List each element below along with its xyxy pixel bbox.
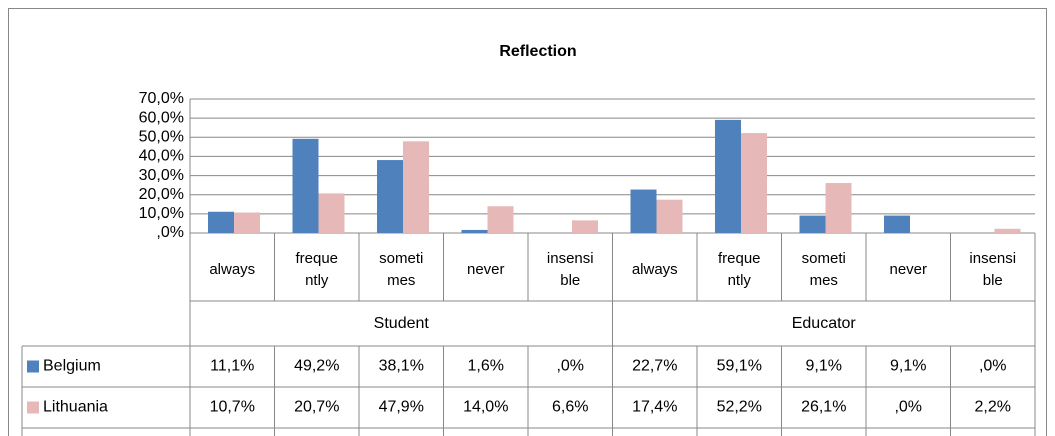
bar	[461, 229, 488, 233]
bar	[377, 160, 403, 233]
data-label: 20,7%	[294, 399, 339, 416]
x-tick-label: sometimes	[379, 250, 424, 289]
bar	[572, 220, 598, 233]
group-label: Student	[374, 315, 430, 332]
x-tick-label-box: frequently	[295, 250, 339, 289]
x-tick-label: insensible	[546, 250, 594, 289]
data-label: 59,1%	[717, 358, 762, 375]
bar	[487, 206, 514, 233]
y-tick-label: 60,0%	[139, 109, 184, 126]
data-label: 9,1%	[806, 358, 842, 375]
chart-title: Reflection	[499, 43, 576, 60]
bar	[208, 211, 234, 233]
bar	[403, 141, 429, 233]
data-label: 52,2%	[717, 399, 762, 416]
x-tick-label-box: never	[889, 261, 928, 278]
x-tick-label-box: insensible	[969, 250, 1017, 289]
data-label: 49,2%	[294, 358, 339, 375]
data-label: 14,0%	[463, 399, 508, 416]
y-tick-label: 10,0%	[139, 205, 184, 222]
bar	[656, 199, 683, 233]
x-tick-label-box: sometimes	[801, 250, 846, 289]
bar	[234, 212, 260, 233]
bar	[715, 119, 741, 233]
legend-label: Lithuania	[43, 399, 108, 416]
x-tick-label: always	[631, 261, 678, 278]
x-tick-label: sometimes	[801, 250, 846, 289]
x-tick-label: never	[889, 261, 928, 278]
bar	[799, 215, 826, 233]
bar	[630, 189, 657, 233]
data-label: 22,7%	[632, 358, 677, 375]
data-label: 6,6%	[552, 399, 588, 416]
data-label: 10,7%	[210, 399, 255, 416]
data-label: 47,9%	[379, 399, 424, 416]
data-label: ,0%	[894, 399, 922, 416]
bar	[741, 133, 767, 233]
x-tick-label: never	[466, 261, 505, 278]
y-tick-label: 70,0%	[139, 90, 184, 107]
bar	[318, 193, 345, 233]
data-label: ,0%	[979, 358, 1007, 375]
legend-key	[27, 360, 39, 373]
x-tick-label-box: always	[631, 261, 678, 278]
x-tick-label: frequently	[295, 250, 339, 289]
data-label: 17,4%	[632, 399, 677, 416]
data-label: 1,6%	[468, 358, 504, 375]
x-tick-label: frequently	[717, 250, 761, 289]
data-label: 11,1%	[210, 358, 254, 375]
bar	[825, 183, 852, 233]
y-tick-label: 30,0%	[139, 167, 184, 184]
data-label: 2,2%	[975, 399, 1011, 416]
data-label: 38,1%	[379, 358, 424, 375]
x-tick-label: always	[209, 261, 256, 278]
legend-label: Belgium	[43, 358, 101, 375]
x-tick-label-box: insensible	[546, 250, 594, 289]
data-label: 9,1%	[890, 358, 926, 375]
data-label: ,0%	[556, 358, 584, 375]
y-tick-label: 20,0%	[139, 186, 184, 203]
x-tick-label-box: never	[466, 261, 505, 278]
data-label: 26,1%	[801, 399, 846, 416]
bar	[994, 228, 1021, 233]
y-tick-label: 50,0%	[139, 129, 184, 146]
group-label: Educator	[792, 315, 857, 332]
bar	[884, 215, 910, 233]
y-tick-label: 40,0%	[139, 148, 184, 165]
x-tick-label-box: frequently	[717, 250, 761, 289]
legend-key	[27, 401, 39, 414]
bar	[292, 138, 319, 233]
x-tick-label-box: sometimes	[379, 250, 424, 289]
x-tick-label-box: always	[209, 261, 256, 278]
x-tick-label: insensible	[969, 250, 1017, 289]
y-tick-label: ,0%	[156, 224, 184, 241]
